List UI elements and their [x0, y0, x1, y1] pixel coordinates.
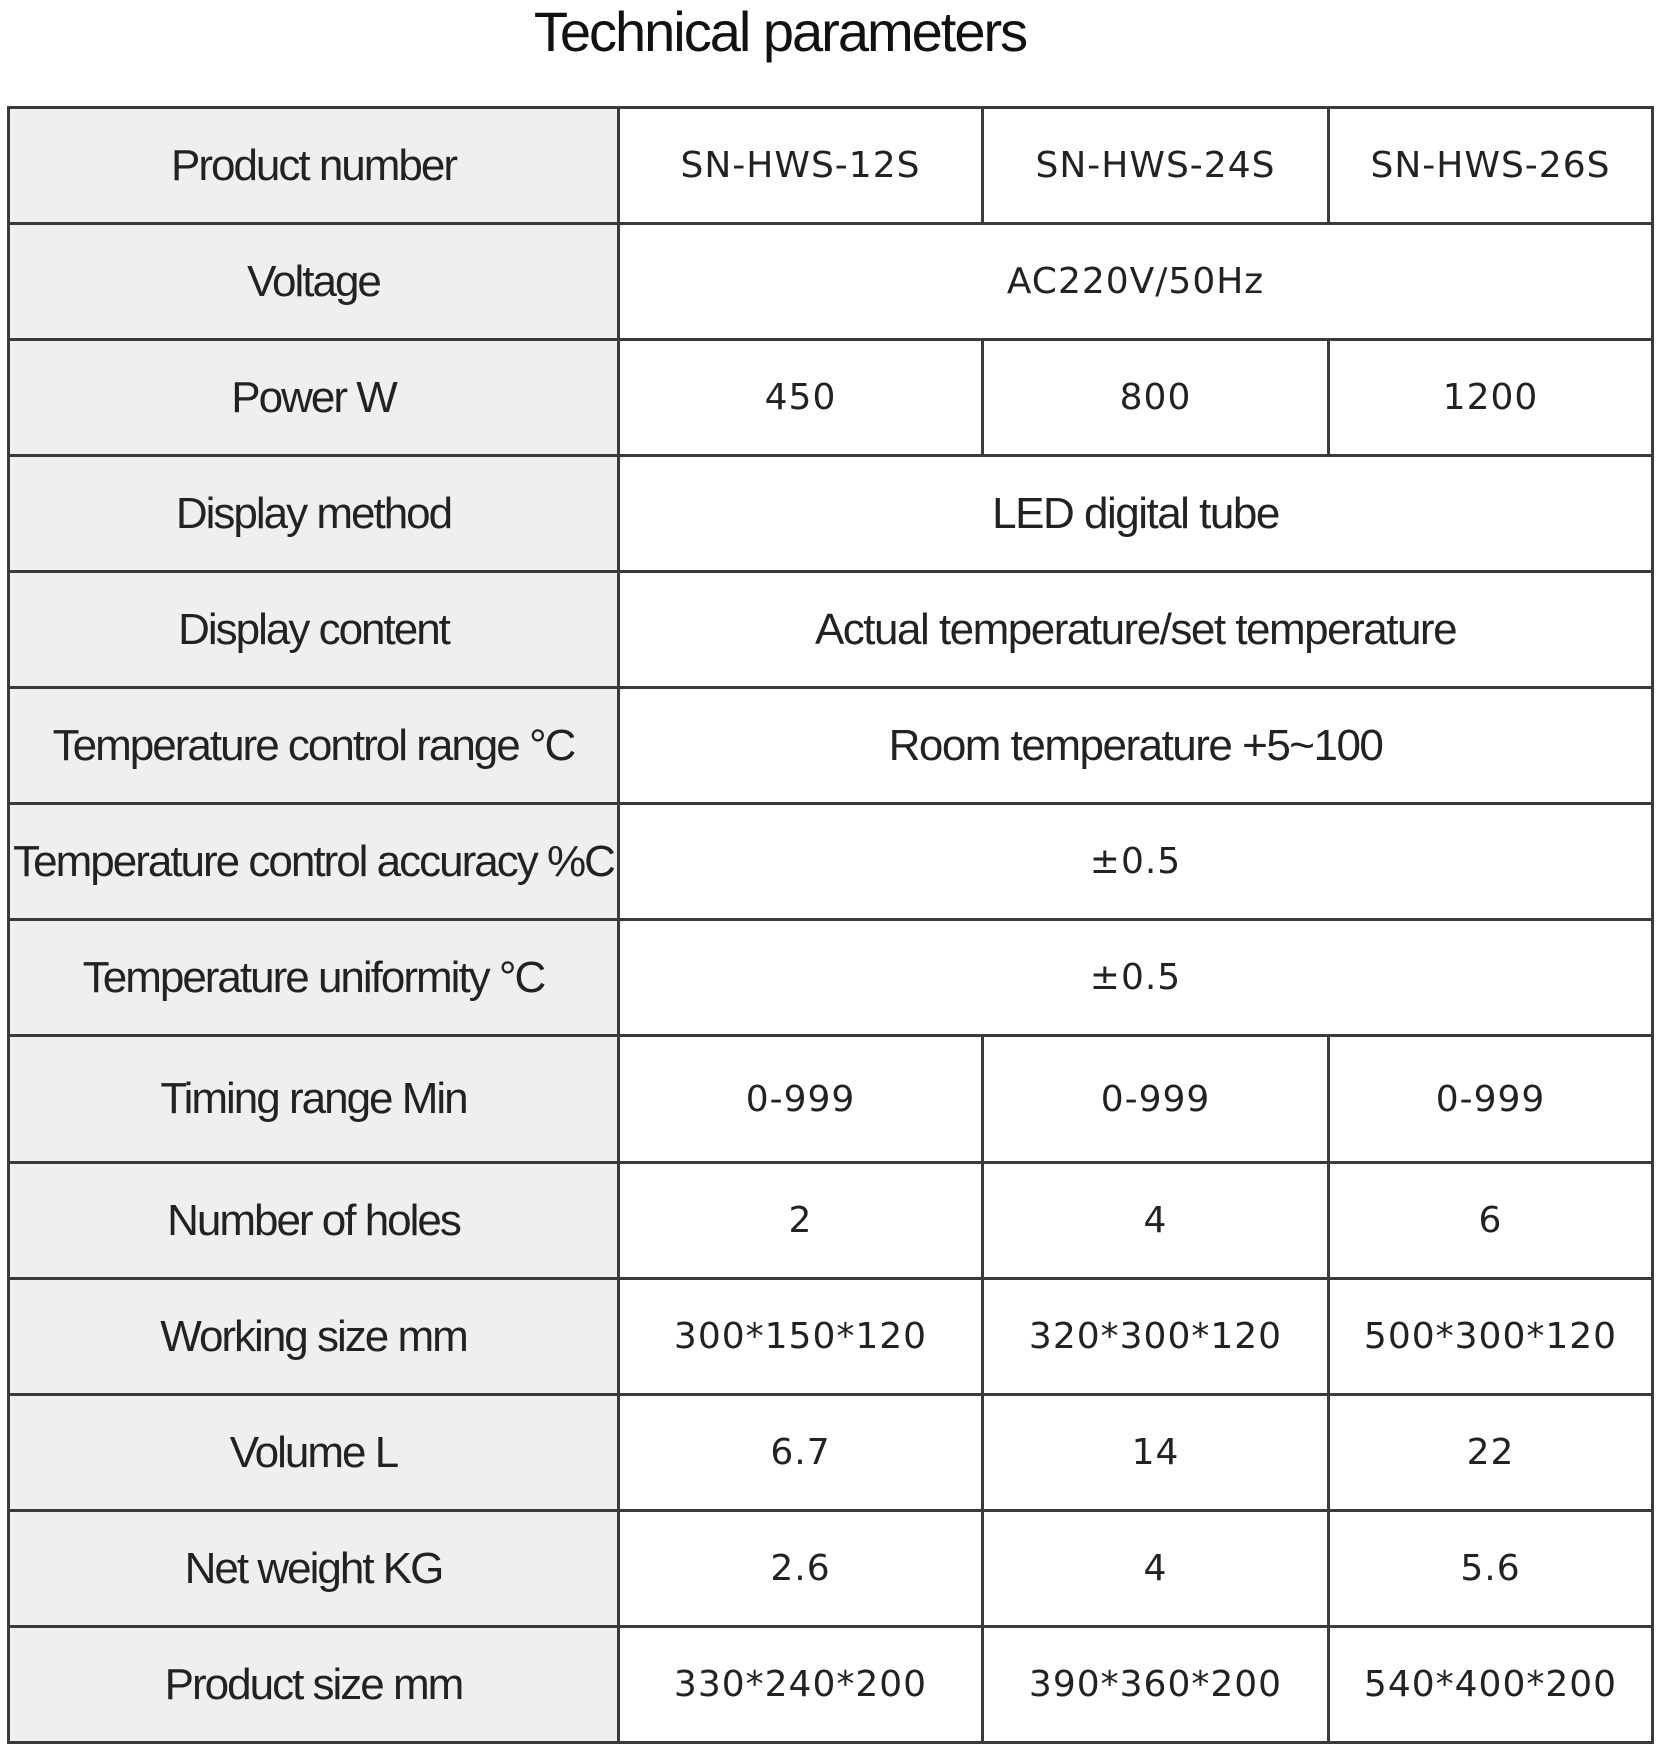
- row-value: Actual temperature/set temperature: [617, 570, 1654, 689]
- table-row: Volume L 6.7 14 22: [7, 1393, 1654, 1512]
- row-label: Product number: [7, 106, 620, 225]
- row-label: Product size mm: [7, 1625, 620, 1744]
- row-label: Number of holes: [7, 1161, 620, 1280]
- cell-value: 330*240*200: [617, 1625, 984, 1744]
- parameters-table: Product number SN-HWS-12S SN-HWS-24S SN-HWS…: [7, 106, 1654, 1744]
- cell-value: 1200: [1327, 338, 1654, 457]
- cell-value: 0-999: [981, 1034, 1330, 1164]
- table-row: Number of holes 2 4 6: [7, 1161, 1654, 1280]
- cell-value: 2: [617, 1161, 984, 1280]
- table-row: Net weight KG 2.6 4 5.6: [7, 1509, 1654, 1628]
- cell-value: 300*150*120: [617, 1277, 984, 1396]
- table-row: Temperature control accuracy %C ±0.5: [7, 802, 1654, 921]
- row-value: ±0.5: [617, 802, 1654, 921]
- row-label: Display method: [7, 454, 620, 573]
- table-row: Display method LED digital tube: [7, 454, 1654, 573]
- row-label: Temperature control accuracy %C: [7, 802, 620, 921]
- row-label: Display content: [7, 570, 620, 689]
- cell-value: 14: [981, 1393, 1330, 1512]
- row-label: Temperature control range °C: [7, 686, 620, 805]
- cell-value: 4: [981, 1509, 1330, 1628]
- row-label: Volume L: [7, 1393, 620, 1512]
- row-label: Timing range Min: [7, 1034, 620, 1164]
- row-label: Power W: [7, 338, 620, 457]
- table-row: Working size mm 300*150*120 320*300*120 500…: [7, 1277, 1654, 1396]
- table-row: Power W 450 800 1200: [7, 338, 1654, 457]
- table-row: Timing range Min 0-999 0-999 0-999: [7, 1034, 1654, 1164]
- cell-value: 390*360*200: [981, 1625, 1330, 1744]
- table-row: Display content Actual temperature/set te…: [7, 570, 1654, 689]
- cell-value: 540*400*200: [1327, 1625, 1654, 1744]
- cell-value: 450: [617, 338, 984, 457]
- cell-value: SN-HWS-12S: [617, 106, 984, 225]
- row-value: AC220V/50Hz: [617, 222, 1654, 341]
- row-label: Working size mm: [7, 1277, 620, 1396]
- table-body: Product number SN-HWS-12S SN-HWS-24S SN-HWS…: [7, 106, 1654, 1744]
- row-label: Net weight KG: [7, 1509, 620, 1628]
- cell-value: 500*300*120: [1327, 1277, 1654, 1396]
- table-row: Temperature uniformity °C ±0.5: [7, 918, 1654, 1037]
- cell-value: 4: [981, 1161, 1330, 1280]
- table-row: Product number SN-HWS-12S SN-HWS-24S SN-HWS…: [7, 106, 1654, 225]
- cell-value: 800: [981, 338, 1330, 457]
- cell-value: 2.6: [617, 1509, 984, 1628]
- cell-value: 5.6: [1327, 1509, 1654, 1628]
- table-row: Product size mm 330*240*200 390*360*200 540…: [7, 1625, 1654, 1744]
- title: Technical parameters: [533, 0, 1028, 63]
- cell-value: 0-999: [1327, 1034, 1654, 1164]
- cell-value: 6.7: [617, 1393, 984, 1512]
- cell-value: SN-HWS-24S: [981, 106, 1330, 225]
- cell-value: 6: [1327, 1161, 1654, 1280]
- table-row: Voltage AC220V/50Hz: [7, 222, 1654, 341]
- row-label: Temperature uniformity °C: [7, 918, 620, 1037]
- cell-value: 0-999: [617, 1034, 984, 1164]
- cell-value: SN-HWS-26S: [1327, 106, 1654, 225]
- cell-value: 22: [1327, 1393, 1654, 1512]
- cell-value: 320*300*120: [981, 1277, 1330, 1396]
- row-label: Voltage: [7, 222, 620, 341]
- row-value: ±0.5: [617, 918, 1654, 1037]
- table-row: Temperature control range °C Room tempera…: [7, 686, 1654, 805]
- row-value: Room temperature +5~100: [617, 686, 1654, 805]
- row-value: LED digital tube: [617, 454, 1654, 573]
